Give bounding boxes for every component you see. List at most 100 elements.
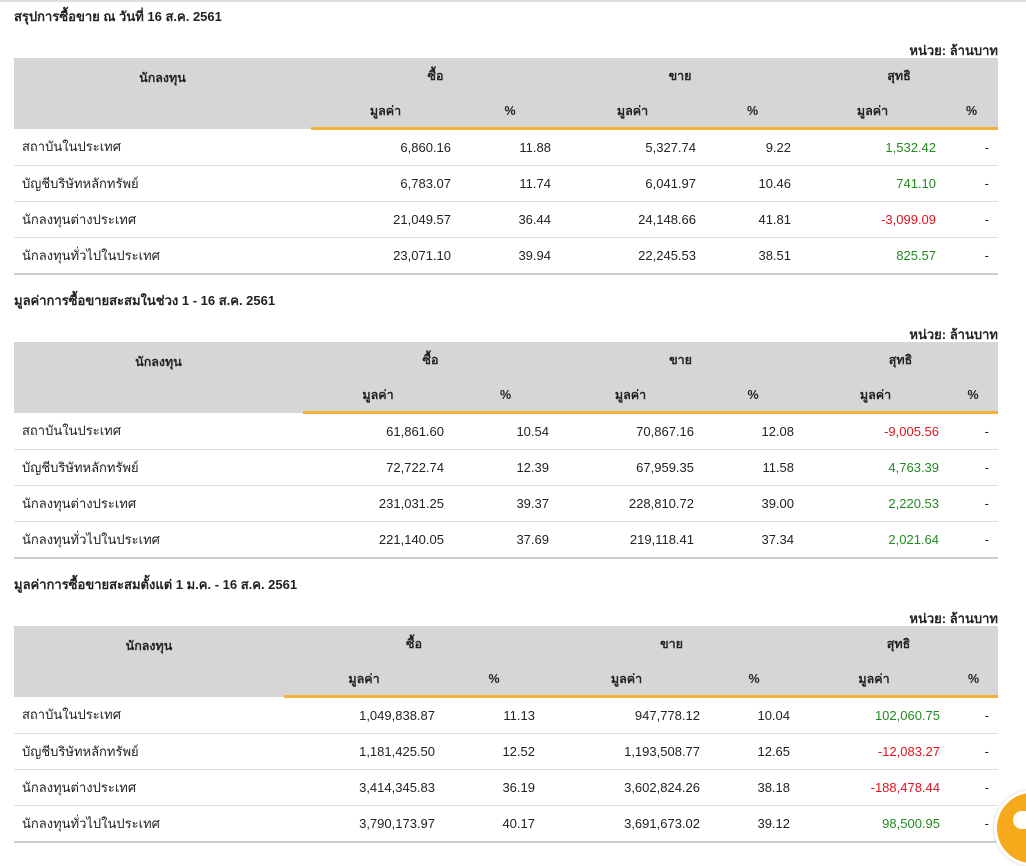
header-investor: นักลงทุน xyxy=(14,626,284,697)
net-value: 4,763.39 xyxy=(803,449,949,486)
buy-pct: 11.74 xyxy=(460,165,560,202)
section-month-to-date: มูลค่าการซื้อขายสะสมในช่วง 1 - 16 ส.ค. 2… xyxy=(14,290,999,559)
header-sell: ขาย xyxy=(544,626,800,662)
header-investor: นักลงทุน xyxy=(14,342,303,413)
header-investor: นักลงทุน xyxy=(14,58,311,129)
net-value: 2,220.53 xyxy=(803,485,949,522)
header-buy-value: มูลค่า xyxy=(284,662,444,698)
buy-pct: 12.52 xyxy=(444,733,544,770)
net-pct: - xyxy=(945,237,999,275)
investor-name: นักลงทุนทั่วไปในประเทศ xyxy=(14,237,311,275)
buy-pct: 36.19 xyxy=(444,769,544,806)
buy-pct: 39.37 xyxy=(453,485,558,522)
header-buy-pct: % xyxy=(444,662,544,698)
header-sell-pct: % xyxy=(705,94,801,130)
net-pct: - xyxy=(949,769,999,806)
table-row: นักลงทุนต่างประเทศ 21,049.57 36.44 24,148.6… xyxy=(14,201,999,238)
sell-pct: 38.51 xyxy=(705,237,801,275)
net-pct: - xyxy=(945,165,999,202)
investor-name: บัญชีบริษัทหลักทรัพย์ xyxy=(14,449,303,486)
table-row: นักลงทุนต่างประเทศ 3,414,345.83 36.19 3,602… xyxy=(14,769,999,806)
sell-value: 5,327.74 xyxy=(560,128,705,166)
header-net: สุทธิ xyxy=(803,342,999,378)
top-divider xyxy=(0,0,1026,2)
sell-value: 24,148.66 xyxy=(560,201,705,238)
header-sell: ขาย xyxy=(560,58,801,94)
header-sell-value: มูลค่า xyxy=(560,94,705,130)
investor-name: สถาบันในประเทศ xyxy=(14,128,311,166)
header-net-value: มูลค่า xyxy=(803,378,949,414)
table-row: บัญชีบริษัทหลักทรัพย์ 6,783.07 11.74 6,041.… xyxy=(14,165,999,202)
net-pct: - xyxy=(949,733,999,770)
header-sell-value: มูลค่า xyxy=(544,662,709,698)
header-buy: ซื้อ xyxy=(303,342,558,378)
header-sell: ขาย xyxy=(558,342,804,378)
net-pct: - xyxy=(948,521,999,559)
buy-value: 231,031.25 xyxy=(303,485,453,522)
header-net: สุทธิ xyxy=(799,626,999,662)
sell-pct: 39.00 xyxy=(703,485,804,522)
sell-value: 1,193,508.77 xyxy=(544,733,709,770)
sell-value: 3,691,673.02 xyxy=(544,805,709,843)
net-value: 2,021.64 xyxy=(803,521,949,559)
sell-pct: 38.18 xyxy=(709,769,800,806)
section-year-to-date: มูลค่าการซื้อขายสะสมตั้งแต่ 1 ม.ค. - 16 … xyxy=(14,574,999,843)
net-value: -9,005.56 xyxy=(803,412,949,450)
sell-pct: 9.22 xyxy=(705,128,801,166)
investor-name: สถาบันในประเทศ xyxy=(14,412,303,450)
buy-pct: 11.88 xyxy=(460,128,560,166)
sell-pct: 10.46 xyxy=(705,165,801,202)
net-value: 741.10 xyxy=(800,165,946,202)
header-net-value: มูลค่า xyxy=(799,662,950,698)
buy-value: 72,722.74 xyxy=(303,449,453,486)
sell-pct: 12.65 xyxy=(709,733,800,770)
investor-name: นักลงทุนทั่วไปในประเทศ xyxy=(14,805,284,843)
investor-name: นักลงทุนต่างประเทศ xyxy=(14,201,311,238)
buy-value: 6,860.16 xyxy=(311,128,460,166)
sell-pct: 39.12 xyxy=(709,805,800,843)
buy-value: 1,181,425.50 xyxy=(284,733,444,770)
chat-button[interactable] xyxy=(994,790,1026,866)
table-row: สถาบันในประเทศ 6,860.16 11.88 5,327.74 9.22 1… xyxy=(14,128,999,166)
investor-name: นักลงทุนต่างประเทศ xyxy=(14,769,284,806)
header-net: สุทธิ xyxy=(800,58,999,94)
sell-value: 219,118.41 xyxy=(558,521,703,559)
buy-pct: 12.39 xyxy=(453,449,558,486)
buy-pct: 40.17 xyxy=(444,805,544,843)
header-net-pct: % xyxy=(948,378,999,414)
trading-summary-table: นักลงทุน ซื้อ ขาย สุทธิ มูลค่า% มูลค่า% มูล… xyxy=(14,58,999,275)
net-pct: - xyxy=(945,128,999,166)
net-pct: - xyxy=(949,805,999,843)
buy-pct: 36.44 xyxy=(460,201,560,238)
sell-value: 3,602,824.26 xyxy=(544,769,709,806)
header-net-value: มูลค่า xyxy=(800,94,946,130)
sell-pct: 10.04 xyxy=(709,696,800,734)
table-row: นักลงทุนทั่วไปในประเทศ 3,790,173.97 40.17 3… xyxy=(14,805,999,843)
sell-pct: 12.08 xyxy=(703,412,804,450)
buy-pct: 11.13 xyxy=(444,696,544,734)
investor-name: นักลงทุนทั่วไปในประเทศ xyxy=(14,521,303,559)
buy-pct: 10.54 xyxy=(453,412,558,450)
table-row: นักลงทุนต่างประเทศ 231,031.25 39.37 228,810… xyxy=(14,485,999,522)
section-title: มูลค่าการซื้อขายสะสมในช่วง 1 - 16 ส.ค. 2… xyxy=(14,293,276,308)
buy-value: 23,071.10 xyxy=(311,237,460,275)
buy-value: 61,861.60 xyxy=(303,412,453,450)
table-row: นักลงทุนทั่วไปในประเทศ 23,071.10 39.94 22,2… xyxy=(14,237,999,275)
net-pct: - xyxy=(948,412,999,450)
sell-value: 228,810.72 xyxy=(558,485,703,522)
net-value: -12,083.27 xyxy=(799,733,950,770)
table-row: บัญชีบริษัทหลักทรัพย์ 72,722.74 12.39 67,95… xyxy=(14,449,999,486)
sell-value: 22,245.53 xyxy=(560,237,705,275)
header-buy-value: มูลค่า xyxy=(311,94,460,130)
investor-name: นักลงทุนต่างประเทศ xyxy=(14,485,303,522)
net-pct: - xyxy=(948,485,999,522)
table-row: สถาบันในประเทศ 1,049,838.87 11.13 947,778.1… xyxy=(14,696,999,734)
unit-label: หน่วย: ล้านบาท xyxy=(909,327,998,342)
sell-value: 67,959.35 xyxy=(558,449,703,486)
header-buy: ซื้อ xyxy=(311,58,560,94)
net-value: 98,500.95 xyxy=(799,805,950,843)
header-net-pct: % xyxy=(945,94,999,130)
header-sell-pct: % xyxy=(703,378,804,414)
trading-summary-table: นักลงทุน ซื้อ ขาย สุทธิ มูลค่า% มูลค่า% มูล… xyxy=(14,342,999,559)
investor-name: สถาบันในประเทศ xyxy=(14,696,284,734)
